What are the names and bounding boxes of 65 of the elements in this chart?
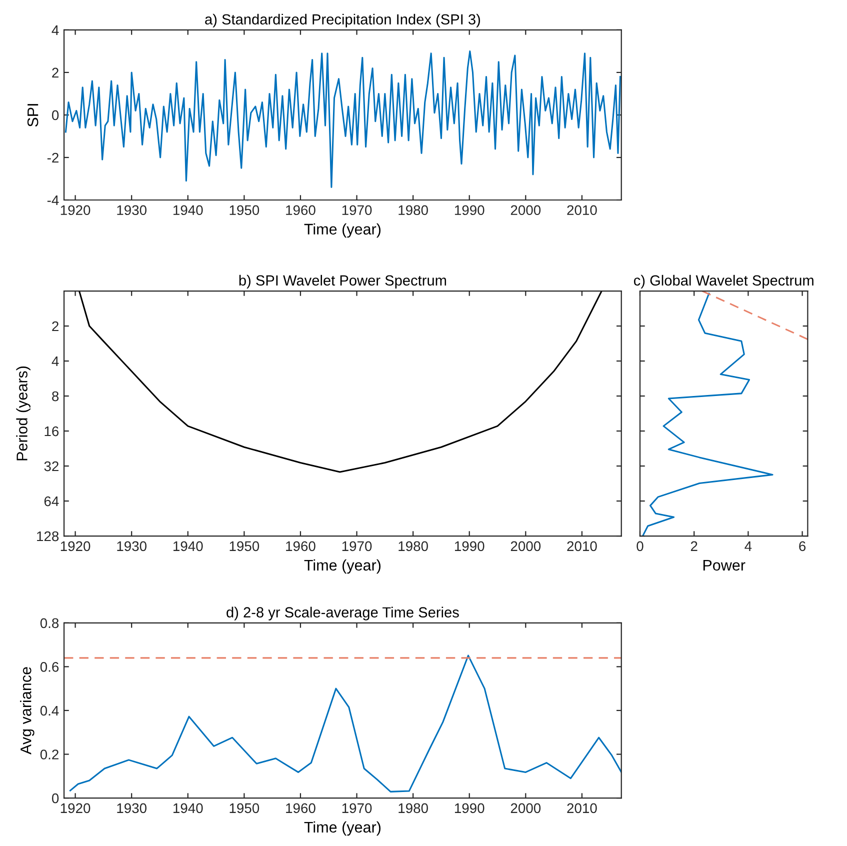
x-tick-label: 2000 (510, 205, 541, 216)
x-tick-label: 1970 (342, 205, 372, 216)
x-tick-label: 1940 (173, 541, 203, 552)
x-tick-label: 1930 (117, 803, 146, 814)
x-tick-label: 1930 (117, 541, 146, 552)
x-tick-label: 1930 (117, 205, 146, 216)
x-tick-label: 1970 (342, 541, 372, 552)
line-series (64, 50, 621, 188)
x-tick-label: 2010 (567, 803, 597, 814)
x-tick-label: 2010 (567, 541, 597, 552)
y-tick-label: -4 (47, 195, 59, 206)
x-tick-label: 1990 (454, 803, 484, 814)
x-axis-title: Time (year) (304, 821, 381, 836)
line-series (78, 291, 602, 473)
x-tick-label: 1950 (230, 541, 260, 552)
y-tick-label: 32 (44, 461, 58, 472)
y-tick-label: 64 (44, 496, 59, 506)
y-tick-label: -2 (47, 152, 58, 163)
x-tick-label: 1960 (286, 541, 316, 552)
y-axis-title: Period (years) (16, 366, 30, 460)
y-tick-label: 0.8 (40, 618, 59, 628)
x-tick-label: 2000 (510, 803, 541, 814)
x-tick-label: 1940 (173, 803, 203, 814)
y-tick-label: 8 (52, 391, 59, 402)
x-tick-label: 1960 (286, 803, 316, 814)
chart-title: b) SPI Wavelet Power Spectrum (239, 274, 446, 288)
chart-title: c) Global Wavelet Spectrum (634, 274, 814, 288)
y-axis-title: SPI (27, 104, 38, 127)
x-axis-title: Power (703, 560, 746, 571)
x-tick-label: 2010 (567, 205, 597, 216)
x-tick-label: 1950 (230, 803, 260, 814)
x-tick-label: 2 (690, 541, 698, 551)
y-tick-label: 0 (52, 110, 59, 120)
x-tick-label: 1980 (398, 541, 428, 552)
y-tick-label: 4 (52, 356, 59, 366)
y-tick-label: 2 (52, 68, 58, 78)
x-tick-label: 1980 (398, 205, 428, 216)
x-tick-label: 1950 (230, 205, 260, 216)
x-tick-label: 1990 (454, 541, 484, 552)
y-tick-label: 2 (52, 321, 58, 332)
line-series (69, 654, 622, 792)
y-tick-label: 0.4 (40, 706, 59, 716)
x-tick-label: 1980 (398, 803, 428, 814)
x-tick-label: 1920 (60, 205, 90, 216)
y-axis-title: Avg variance (20, 667, 34, 754)
x-tick-label: 6 (799, 541, 806, 552)
x-tick-label: 0 (636, 541, 644, 552)
x-tick-label: 1990 (454, 205, 484, 216)
x-tick-label: 4 (744, 541, 752, 551)
x-tick-label: 2000 (510, 541, 541, 552)
y-tick-label: 0.2 (40, 750, 58, 760)
x-axis-title: Time (year) (304, 223, 381, 238)
y-tick-label: 128 (37, 531, 59, 542)
x-tick-label: 1960 (286, 205, 316, 216)
x-tick-label: 1920 (60, 803, 90, 814)
chart-title: a) Standardized Precipitation Index (SPI 3) (205, 14, 480, 28)
y-tick-label: 0 (52, 793, 59, 804)
y-tick-label: 16 (44, 426, 59, 436)
chart-title: d) 2-8 yr Scale-average Time Series (226, 606, 459, 620)
y-tick-label: 0.6 (40, 662, 59, 672)
x-tick-label: 1920 (60, 541, 90, 552)
x-tick-label: 1940 (173, 205, 203, 216)
x-tick-label: 1970 (342, 803, 372, 814)
y-tick-label: 4 (52, 25, 59, 35)
x-axis-title: Time (year) (304, 559, 381, 574)
